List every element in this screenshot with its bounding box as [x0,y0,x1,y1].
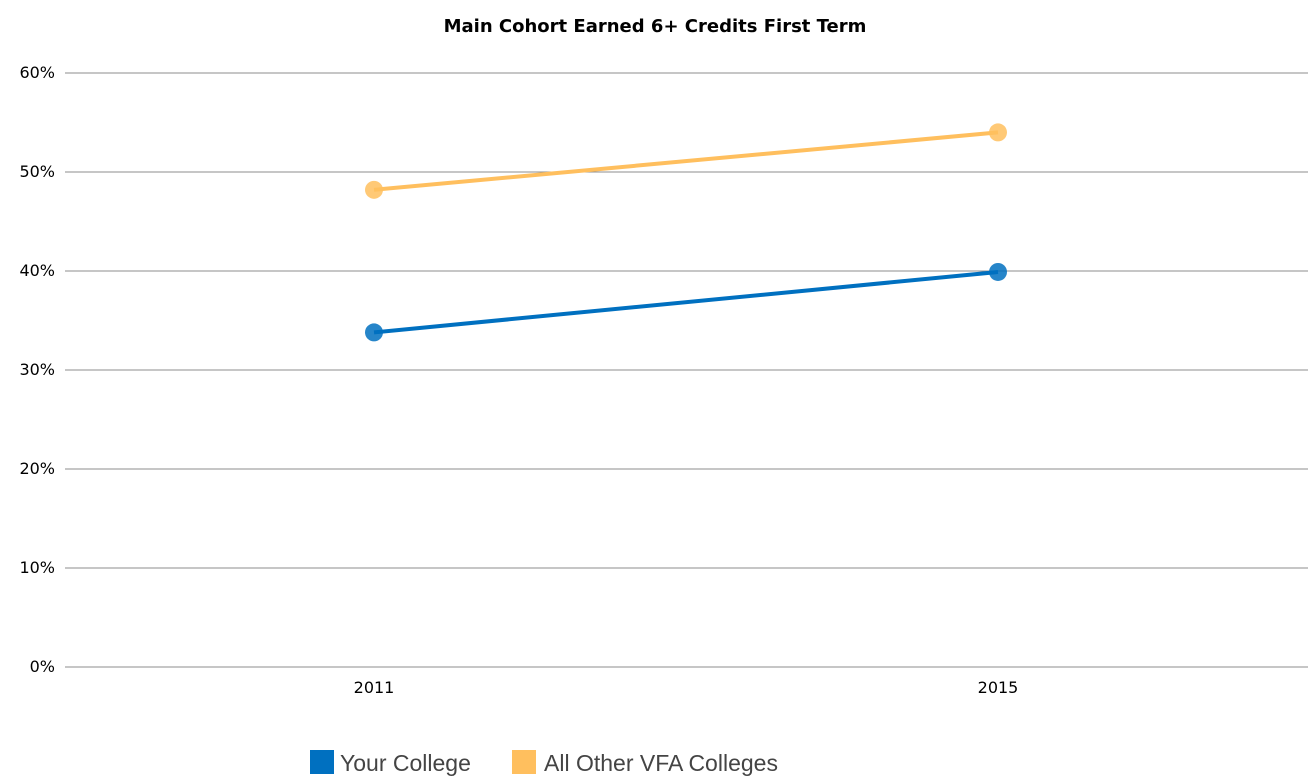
series-0 [365,262,1007,342]
legend-label: Your College [340,750,471,776]
data-point [365,323,383,342]
legend-label: All Other VFA Colleges [544,750,778,776]
series-1 [365,123,1007,199]
x-tick-label: 2011 [354,678,395,697]
y-tick-label: 60% [19,63,55,82]
y-tick-label: 0% [30,657,55,676]
data-point [365,180,383,199]
data-point [989,123,1007,142]
y-tick-label: 10% [19,558,55,577]
legend-swatch [512,750,536,774]
y-axis-ticks: 0% 10% 20% 30% 40% 50% 60% [19,63,55,676]
x-tick-label: 2015 [978,678,1019,697]
data-point [989,262,1007,281]
x-axis-ticks: 2011 2015 [354,678,1019,697]
chart-title: Main Cohort Earned 6+ Credits First Term [444,16,867,37]
legend-swatch [310,750,334,774]
y-tick-label: 30% [19,360,55,379]
legend: Your College All Other VFA Colleges [310,750,778,776]
y-tick-label: 40% [19,261,55,280]
y-tick-label: 50% [19,162,55,181]
gridlines [65,72,1308,668]
series-lines [365,123,1007,342]
series-line [373,130,999,192]
y-tick-label: 20% [19,459,55,478]
series-line [373,269,999,335]
